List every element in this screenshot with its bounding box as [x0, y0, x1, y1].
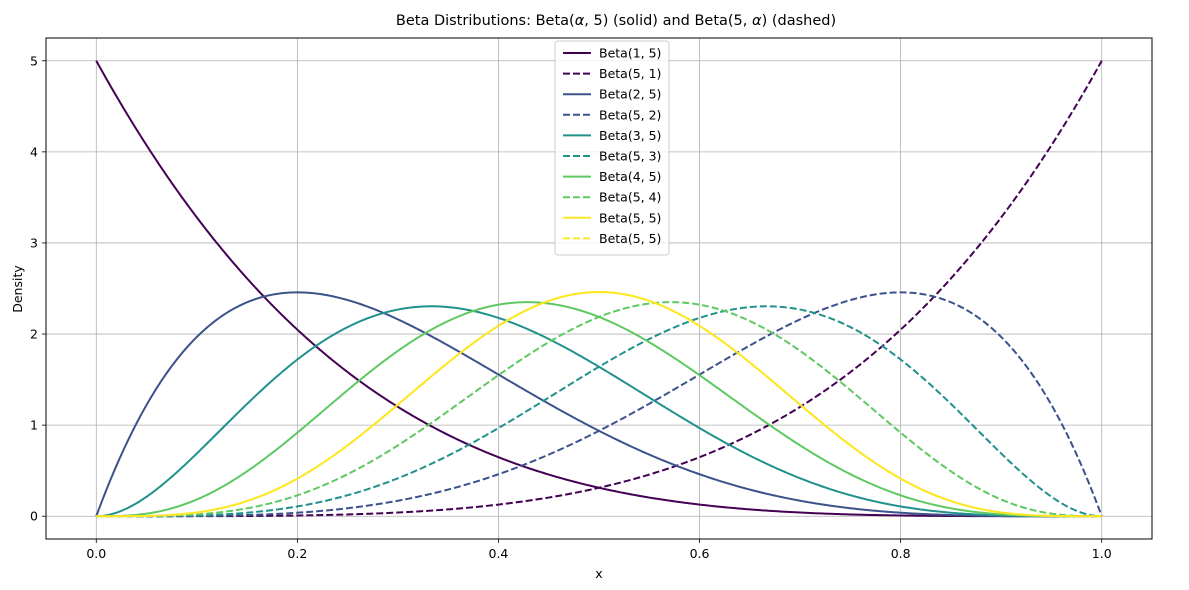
legend-label: Beta(5, 3) [599, 149, 661, 164]
title-alpha-1: α [575, 13, 585, 29]
y-axis-label: Density [10, 265, 25, 313]
chart-title: Beta Distributions: Beta(α, 5) (solid) a… [396, 13, 836, 29]
legend-label: Beta(5, 1) [599, 66, 661, 81]
y-tick-label: 2 [30, 327, 38, 342]
y-tick-label: 4 [30, 144, 38, 159]
series-line [96, 301, 1102, 518]
legend-label: Beta(2, 5) [599, 87, 661, 102]
legend-label: Beta(5, 5) [599, 210, 661, 225]
series-line [96, 305, 1102, 518]
legend-label: Beta(5, 2) [599, 107, 661, 122]
x-tick-label: 0.0 [86, 546, 106, 561]
title-alpha-2: α [752, 13, 762, 29]
axis-tick-labels: 0.0 0.2 0.4 0.6 0.8 1.0 0 1 2 3 4 5 [30, 53, 1112, 561]
legend-label: Beta(3, 5) [599, 128, 661, 143]
legend-label: Beta(1, 5) [599, 46, 661, 61]
axes-frame [45, 37, 1153, 540]
title-part-1: Beta Distributions: Beta( [396, 13, 575, 29]
title-part-3: ) (dashed) [762, 13, 837, 29]
x-tick-label: 1.0 [1092, 546, 1112, 561]
series-line [96, 291, 1102, 518]
x-tick-label: 0.4 [489, 546, 509, 561]
x-axis-label: x [595, 566, 602, 581]
legend: Beta(1, 5) Beta(5, 1) Beta(2, 5) Beta(5, 2)… [554, 40, 670, 256]
legend-label: Beta(5, 5) [599, 231, 661, 246]
y-tick-label: 3 [30, 235, 38, 250]
x-tick-label: 0.2 [287, 546, 307, 561]
title-part-2: , 5) (solid) and Beta(5, [584, 13, 752, 29]
series-lines [95, 60, 1103, 518]
legend-label: Beta(5, 4) [599, 190, 661, 205]
y-tick-label: 5 [30, 53, 38, 68]
plot-area [95, 60, 1103, 518]
legend-label: Beta(4, 5) [599, 169, 661, 184]
axis-ticks [42, 60, 1103, 543]
y-tick-label: 1 [30, 418, 38, 433]
x-tick-label: 0.6 [690, 546, 710, 561]
y-tick-label: 0 [30, 509, 38, 524]
x-tick-label: 0.8 [891, 546, 911, 561]
series-line [96, 291, 1103, 518]
